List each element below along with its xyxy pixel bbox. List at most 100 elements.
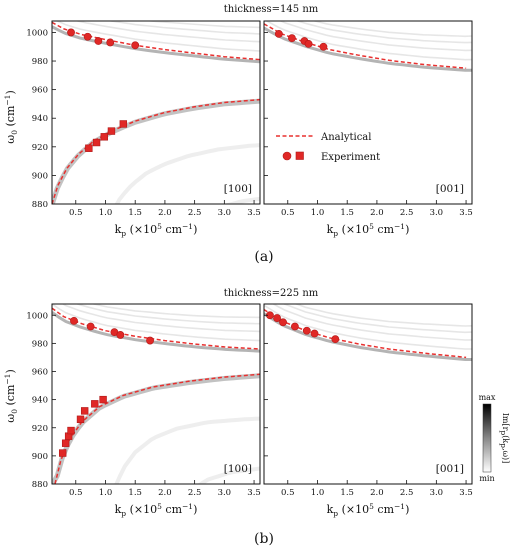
x-tick-label: 2.0 [158, 208, 172, 218]
mode-band [52, 311, 260, 353]
x-axis-label-part: (×10 [338, 223, 369, 236]
experiment-circle [310, 329, 319, 338]
x-tick-label: 2.5 [188, 488, 202, 498]
experiment-circle [67, 28, 75, 37]
mode-band [114, 143, 260, 204]
y-tick-label: 900 [32, 171, 48, 181]
analytical-curve [264, 308, 467, 359]
x-axis-label-part: k [115, 223, 122, 236]
experiment-square [91, 400, 99, 408]
x-axis-label: kp (×105 cm−1) [327, 502, 410, 518]
experiment-square [119, 120, 128, 128]
title-bottom: thickness=225 nm [224, 288, 319, 299]
experiment-circle [291, 322, 299, 331]
x-tick-label: 3.0 [430, 208, 444, 218]
x-tick-label: 2.0 [370, 488, 384, 498]
x-tick-label: 1.5 [128, 488, 142, 498]
y-tick-label: 940 [32, 114, 48, 124]
colorbar-max: max [479, 393, 496, 402]
panel-b-right: 0.5 1.0 1.5 2.0 2.5 3.0 3.5 [001] [263, 303, 473, 498]
ylabel-top: ω0 (cm−1) [3, 90, 19, 144]
experiment-square [92, 138, 101, 147]
panel-a-left: 0.5 1.0 1.5 2.0 2.5 3.0 3.5 880 900 920 940 960 980 1… [26, 20, 261, 218]
x-axis-label-part: p [333, 229, 338, 238]
title-top: thickness=145 nm [224, 4, 319, 15]
x-tick-label: 0.5 [69, 208, 83, 218]
ylabel-top-close: ) [4, 90, 17, 94]
ylabel-top-sub: 0 [10, 130, 19, 135]
experiment-circle [279, 318, 287, 327]
experiment-circle [331, 335, 340, 344]
x-tick-label: 3.5 [459, 488, 473, 498]
colorbar: max min Im[rp(kp,ω)] [479, 393, 510, 483]
x-axis-label-part: −1 [182, 502, 193, 511]
x-tick-label: 3.5 [459, 208, 473, 218]
x-tick-label: 1.0 [99, 208, 113, 218]
experiment-circle [70, 316, 78, 325]
mode-band [265, 21, 472, 61]
x-axis-label-part: (×10 [126, 503, 157, 516]
y-tick-label: 920 [32, 424, 48, 434]
mode-bands [264, 304, 472, 361]
x-axis-label-part: −1 [182, 222, 193, 231]
x-axis-label-part: p [333, 509, 338, 518]
x-axis-label-part: ) [405, 223, 409, 236]
plot-frame [263, 20, 473, 205]
mode-band [282, 304, 472, 334]
svg-text:ω0 (cm−1): ω0 (cm−1) [3, 369, 19, 423]
ylabel-bottom-sup: −1 [3, 374, 12, 385]
x-axis-label-part: p [121, 229, 126, 238]
mode-band [106, 21, 260, 35]
x-tick-label: 0.5 [69, 488, 83, 498]
y-tick-label: 940 [32, 396, 48, 406]
x-tick-label: 1.0 [311, 488, 325, 498]
x-tick-label: 1.5 [340, 208, 354, 218]
mode-band [75, 21, 260, 43]
colorbar-gradient [482, 403, 492, 473]
x-axis-label-part: cm [162, 503, 183, 516]
experiment-circle [273, 314, 281, 322]
analytical-curve [264, 23, 467, 69]
mode-band [56, 21, 260, 52]
experiment-square [85, 144, 93, 152]
y-tick-label: 960 [32, 86, 48, 96]
experiment-circle [304, 39, 313, 48]
x-axis-label-part: k [115, 503, 122, 516]
colorbar-min: min [479, 474, 494, 483]
mode-band [91, 304, 260, 319]
x-tick-label: 1.5 [340, 488, 354, 498]
mode-band [311, 21, 472, 38]
experiment-square [100, 133, 108, 141]
x-tick-label: 2.0 [158, 488, 172, 498]
y-tick-label: 920 [32, 143, 48, 153]
mode-band [264, 312, 472, 361]
x-tick-label: 3.5 [247, 488, 261, 498]
experiment-square [80, 407, 89, 415]
mode-band [75, 304, 260, 325]
x-tick-label: 1.0 [99, 488, 113, 498]
experiment-circle [319, 42, 328, 51]
x-axis-label-part: p [121, 509, 126, 518]
colorbar-label-end: ,ω)] [501, 448, 510, 463]
legend: Analytical Experiment [276, 132, 380, 163]
x-axis-label-part: (×10 [126, 223, 157, 236]
mode-band [272, 304, 472, 341]
mode-bands [264, 21, 472, 72]
mode-band [52, 304, 260, 342]
experiment-square [61, 439, 70, 447]
ylabel-bottom: ω0 (cm−1) [3, 369, 19, 423]
x-axis-label-part: k [327, 223, 334, 236]
legend-analytical-label: Analytical [320, 132, 371, 143]
x-axis-label-part: −1 [394, 502, 405, 511]
x-axis-label: kp (×105 cm−1) [115, 222, 198, 238]
experiment-square [58, 449, 67, 457]
ylabel-bottom-main: ω [4, 414, 17, 423]
y-tick-label: 880 [32, 480, 48, 490]
x-tick-label: 2.5 [188, 208, 202, 218]
orientation-label: [100] [224, 463, 252, 475]
experiment-circle [302, 326, 311, 335]
colorbar-label-tail: (k [501, 435, 510, 443]
y-tick-label: 980 [32, 57, 48, 67]
experiment-circle [131, 41, 140, 50]
